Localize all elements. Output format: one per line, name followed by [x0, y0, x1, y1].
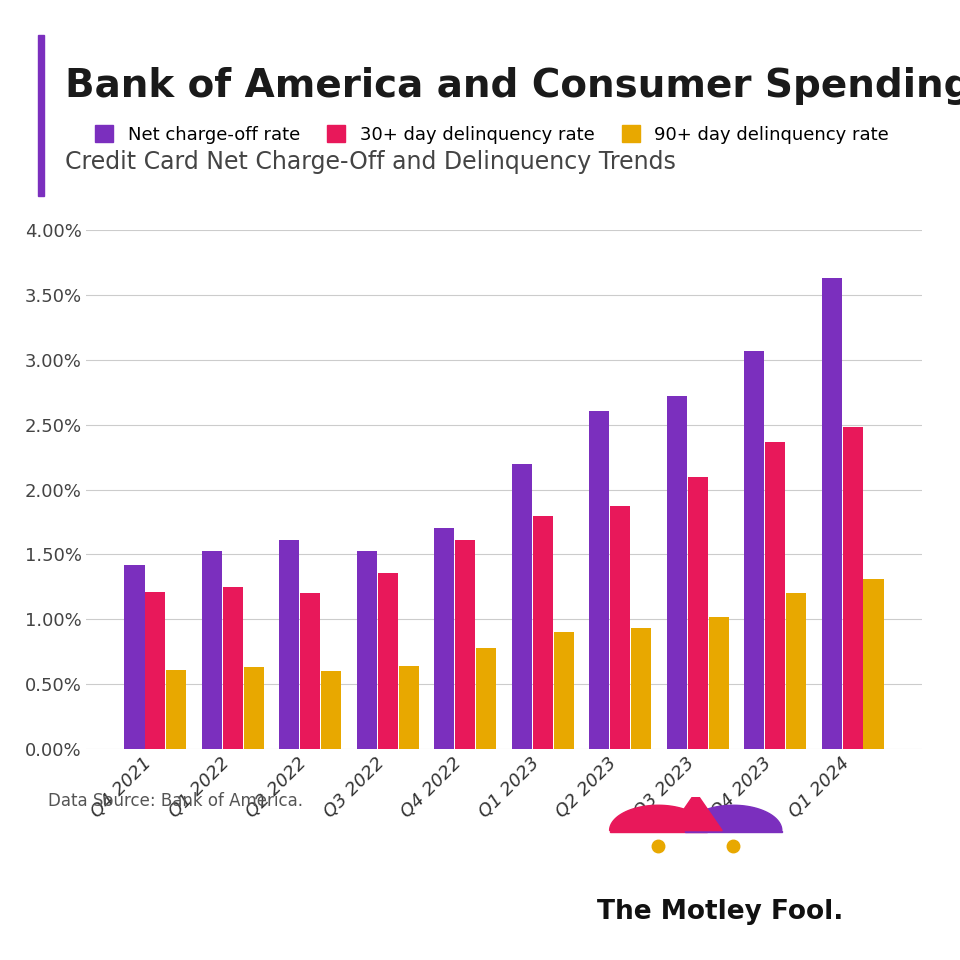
Legend: Net charge-off rate, 30+ day delinquency rate, 90+ day delinquency rate: Net charge-off rate, 30+ day delinquency…: [95, 126, 889, 144]
Bar: [512, 464, 532, 749]
Bar: [434, 528, 454, 749]
Polygon shape: [669, 792, 722, 830]
Bar: [476, 648, 496, 749]
Bar: [744, 351, 764, 749]
Polygon shape: [684, 805, 781, 830]
Bar: [223, 587, 243, 749]
Bar: [822, 278, 842, 749]
Bar: [279, 540, 300, 749]
Bar: [202, 550, 222, 749]
Text: Data Source: Bank of America.: Data Source: Bank of America.: [48, 792, 303, 810]
Bar: [322, 671, 342, 749]
Bar: [666, 396, 686, 749]
Bar: [145, 592, 165, 749]
Bar: [38, 35, 44, 196]
Bar: [631, 628, 651, 749]
Text: Bank of America and Consumer Spending: Bank of America and Consumer Spending: [65, 67, 960, 106]
Bar: [554, 632, 574, 749]
Text: Credit Card Net Charge-Off and Delinquency Trends: Credit Card Net Charge-Off and Delinquen…: [65, 150, 676, 174]
Bar: [244, 667, 264, 749]
Bar: [786, 593, 806, 749]
Bar: [863, 579, 883, 749]
Bar: [125, 564, 145, 749]
Bar: [357, 550, 377, 749]
Bar: [610, 830, 707, 832]
Bar: [843, 427, 863, 749]
Bar: [455, 540, 475, 749]
Bar: [533, 516, 553, 749]
Bar: [687, 476, 708, 749]
Bar: [300, 593, 321, 749]
Polygon shape: [610, 805, 707, 830]
Bar: [377, 572, 397, 749]
Bar: [166, 670, 186, 749]
Bar: [589, 411, 610, 749]
Bar: [398, 666, 419, 749]
Bar: [765, 442, 785, 749]
Bar: [611, 507, 631, 749]
Bar: [708, 616, 729, 749]
Bar: [684, 830, 781, 832]
Text: The Motley Fool.: The Motley Fool.: [597, 899, 843, 925]
